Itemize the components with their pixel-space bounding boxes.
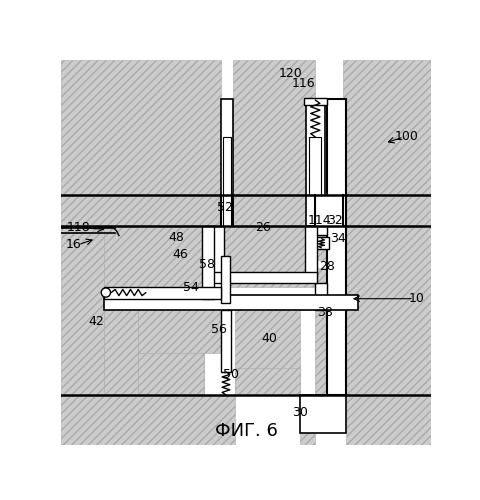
Polygon shape <box>223 226 306 272</box>
Polygon shape <box>104 310 138 395</box>
Polygon shape <box>204 287 223 295</box>
Text: 114: 114 <box>307 214 331 226</box>
Polygon shape <box>61 194 221 226</box>
Polygon shape <box>343 60 431 194</box>
Polygon shape <box>138 287 223 352</box>
Polygon shape <box>315 226 317 284</box>
Text: 48: 48 <box>169 230 185 243</box>
Text: 32: 32 <box>327 214 342 226</box>
Bar <box>104 295 358 310</box>
Text: 40: 40 <box>261 332 277 345</box>
Text: ФИГ. 6: ФИГ. 6 <box>215 422 277 440</box>
Bar <box>304 226 317 276</box>
Bar <box>221 310 231 372</box>
Bar <box>212 226 225 276</box>
Polygon shape <box>315 226 327 260</box>
Polygon shape <box>343 194 431 226</box>
Polygon shape <box>61 60 221 194</box>
Bar <box>315 237 329 248</box>
Polygon shape <box>61 395 235 445</box>
Text: 54: 54 <box>182 280 199 293</box>
Polygon shape <box>223 226 306 272</box>
Bar <box>306 98 324 226</box>
Polygon shape <box>61 226 104 395</box>
Polygon shape <box>233 194 315 226</box>
Polygon shape <box>300 395 315 445</box>
Circle shape <box>101 288 110 297</box>
Text: 38: 38 <box>317 306 333 319</box>
Polygon shape <box>346 395 431 445</box>
Text: 118: 118 <box>66 222 90 234</box>
Bar <box>315 226 327 235</box>
Polygon shape <box>233 60 315 194</box>
Text: 56: 56 <box>211 323 227 336</box>
Text: 28: 28 <box>319 260 335 273</box>
Polygon shape <box>227 226 317 310</box>
Bar <box>309 137 322 194</box>
Text: 116: 116 <box>292 76 315 90</box>
Polygon shape <box>104 310 204 395</box>
Bar <box>104 287 221 298</box>
Text: 50: 50 <box>223 368 239 380</box>
Bar <box>212 272 317 283</box>
Polygon shape <box>315 226 317 298</box>
Polygon shape <box>315 268 327 283</box>
Polygon shape <box>346 226 431 395</box>
Text: 26: 26 <box>255 222 271 234</box>
Polygon shape <box>235 310 300 395</box>
Text: 30: 30 <box>292 406 308 419</box>
Text: 58: 58 <box>200 258 216 270</box>
Text: 46: 46 <box>173 248 189 260</box>
Text: 42: 42 <box>88 316 104 328</box>
Text: 120: 120 <box>279 68 302 80</box>
Text: 100: 100 <box>394 130 418 143</box>
Bar <box>202 226 214 298</box>
Polygon shape <box>138 352 204 395</box>
Bar <box>300 395 346 434</box>
Text: 10: 10 <box>409 292 425 305</box>
Polygon shape <box>235 368 300 395</box>
Polygon shape <box>223 226 317 287</box>
Bar <box>221 98 233 226</box>
Bar <box>221 256 230 302</box>
Text: 16: 16 <box>66 238 82 252</box>
Bar <box>223 137 230 226</box>
Bar <box>327 98 346 226</box>
Bar <box>315 284 327 310</box>
Text: 52: 52 <box>216 202 232 214</box>
Bar <box>304 98 327 104</box>
Polygon shape <box>104 226 204 295</box>
Bar <box>327 226 346 395</box>
Text: 34: 34 <box>331 232 346 245</box>
Polygon shape <box>315 295 327 395</box>
Polygon shape <box>225 226 304 272</box>
